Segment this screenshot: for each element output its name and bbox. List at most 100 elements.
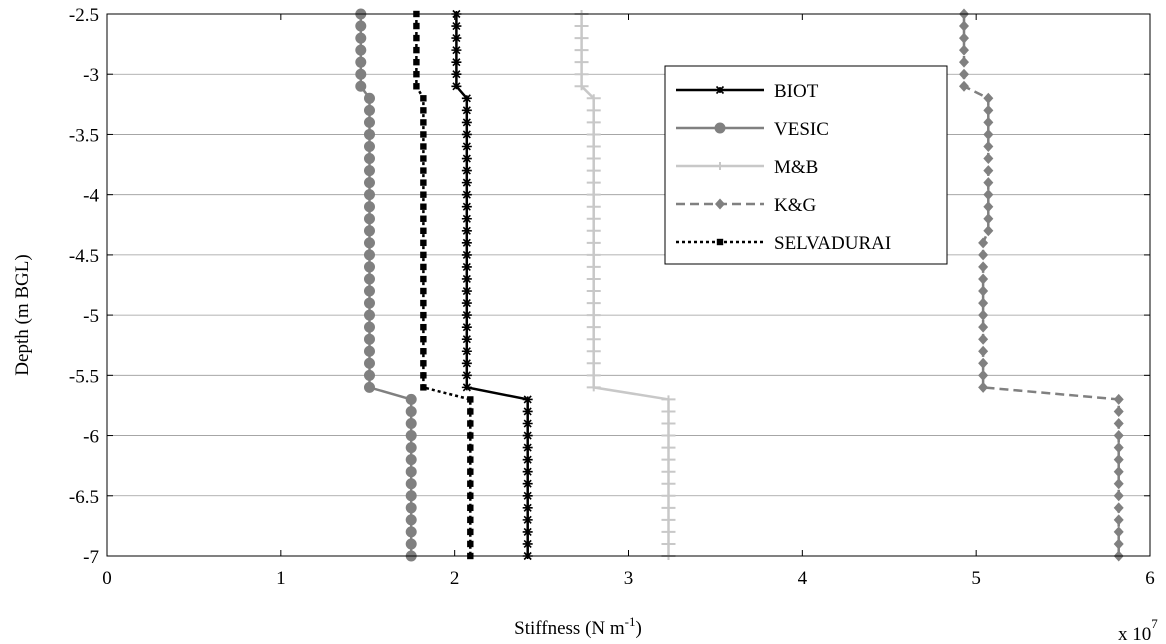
marker-star xyxy=(522,479,533,488)
legend-marker-k-g xyxy=(715,198,725,210)
data-point-k-g xyxy=(978,381,989,393)
marker-square xyxy=(420,155,427,162)
data-point-m-b xyxy=(661,455,676,464)
marker-diamond xyxy=(1113,478,1124,490)
data-point-biot xyxy=(522,539,533,549)
data-point-k-g xyxy=(1113,454,1124,466)
marker-diamond xyxy=(978,261,989,273)
marker-circle xyxy=(355,20,367,32)
data-point-k-g xyxy=(983,177,994,189)
data-point-selvadurai xyxy=(467,468,474,475)
marker-diamond xyxy=(1113,538,1124,550)
marker-plus xyxy=(661,455,676,464)
legend-item-k-g: K&G xyxy=(676,195,817,216)
marker-square xyxy=(420,227,427,234)
marker-circle xyxy=(405,514,417,526)
marker-star xyxy=(451,82,462,91)
marker-diamond xyxy=(958,80,969,92)
marker-diamond xyxy=(983,92,994,104)
data-point-vesic xyxy=(355,20,367,32)
data-point-vesic xyxy=(363,249,375,261)
data-point-selvadurai xyxy=(420,348,427,355)
marker-square xyxy=(467,480,474,487)
data-point-vesic xyxy=(363,237,375,249)
marker-square xyxy=(420,336,427,343)
marker-diamond xyxy=(978,321,989,333)
marker-plus xyxy=(661,467,676,476)
marker-square xyxy=(420,167,427,174)
marker-plus xyxy=(661,503,676,512)
marker-square xyxy=(467,516,474,524)
data-point-k-g xyxy=(978,369,989,381)
data-point-biot xyxy=(461,286,472,296)
marker-diamond xyxy=(958,44,969,56)
data-point-m-b xyxy=(661,443,676,452)
data-point-biot xyxy=(451,70,462,79)
marker-plus xyxy=(661,407,676,416)
marker-plus xyxy=(574,46,589,55)
marker-plus xyxy=(574,70,589,79)
legend-label-selvadurai: SELVADURAI xyxy=(774,233,891,254)
marker-square xyxy=(420,287,427,295)
data-point-vesic xyxy=(355,56,367,68)
marker-diamond xyxy=(978,249,989,261)
marker-square xyxy=(467,408,474,415)
x-axis-label: Stiffness (N m-1) xyxy=(514,614,642,639)
marker-star xyxy=(461,142,472,151)
marker-circle xyxy=(363,261,375,273)
marker-star xyxy=(461,383,472,392)
marker-diamond xyxy=(958,20,969,32)
marker-circle xyxy=(363,297,375,309)
data-point-vesic xyxy=(363,273,375,285)
marker-circle xyxy=(405,393,417,405)
data-point-selvadurai xyxy=(467,516,474,524)
marker-star xyxy=(522,539,533,549)
data-point-selvadurai xyxy=(420,179,427,186)
data-point-k-g xyxy=(983,92,994,104)
y-tick-label: -4 xyxy=(83,186,99,207)
series-biot xyxy=(451,9,533,561)
marker-circle xyxy=(363,321,375,333)
data-point-biot xyxy=(451,34,462,43)
data-point-biot xyxy=(522,479,533,488)
marker-diamond xyxy=(983,213,994,225)
marker-square xyxy=(467,540,474,548)
marker-star xyxy=(461,371,472,380)
marker-plus xyxy=(586,106,601,115)
data-point-biot xyxy=(461,250,472,259)
x-axis-multiplier-base: x 10 xyxy=(1118,624,1151,644)
marker-star xyxy=(461,262,472,271)
data-point-m-b xyxy=(574,34,589,43)
marker-diamond xyxy=(983,116,994,128)
data-point-m-b xyxy=(586,238,601,247)
series-line-biot xyxy=(455,14,529,556)
data-point-k-g xyxy=(958,44,969,56)
data-point-m-b xyxy=(586,274,601,283)
marker-square xyxy=(716,238,724,246)
marker-plus xyxy=(586,323,601,332)
data-point-vesic xyxy=(355,68,367,80)
marker-star xyxy=(522,419,533,428)
x-tick-label: 3 xyxy=(624,568,634,589)
data-point-k-g xyxy=(958,56,969,68)
marker-star xyxy=(715,85,725,95)
data-point-biot xyxy=(461,178,472,187)
data-point-selvadurai xyxy=(420,131,427,138)
data-point-biot xyxy=(461,335,472,344)
marker-star xyxy=(522,527,533,536)
data-point-m-b xyxy=(586,214,601,223)
marker-circle xyxy=(363,177,375,189)
data-point-m-b xyxy=(586,94,601,103)
data-point-k-g xyxy=(978,261,989,273)
data-point-selvadurai xyxy=(420,384,427,391)
marker-square xyxy=(420,251,427,259)
marker-plus xyxy=(586,238,601,247)
data-point-k-g xyxy=(978,345,989,357)
data-point-selvadurai xyxy=(467,504,474,512)
data-point-biot xyxy=(461,226,472,235)
data-point-k-g xyxy=(1113,478,1124,490)
data-point-biot xyxy=(461,106,472,115)
marker-plus xyxy=(661,431,676,440)
data-point-selvadurai xyxy=(467,420,474,427)
marker-plus xyxy=(586,347,601,356)
